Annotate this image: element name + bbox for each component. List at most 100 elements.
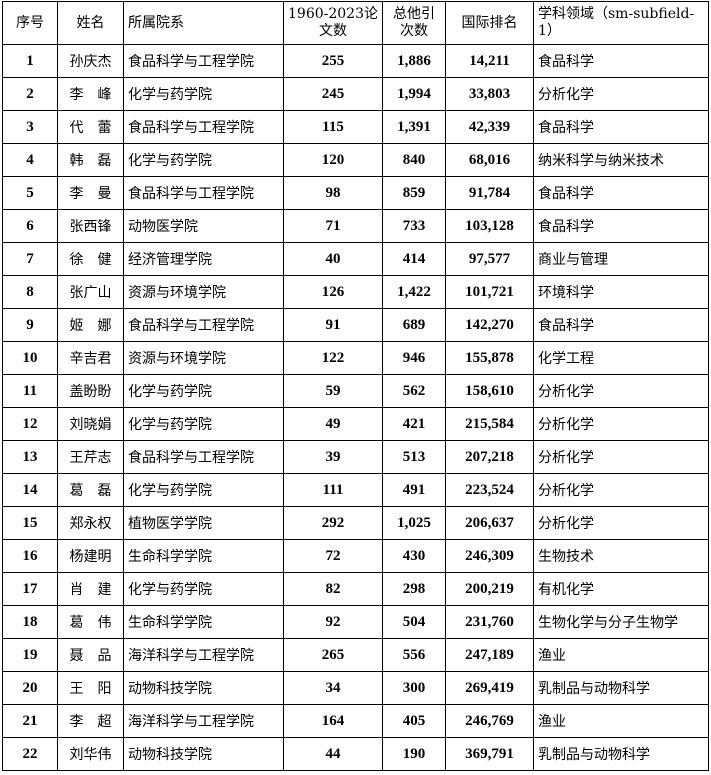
cell-department: 食品科学与工程学院 [123,176,284,210]
cell-index: 7 [2,242,58,276]
cell-index: 1 [2,44,58,78]
cell-papers: 44 [283,737,383,771]
cell-rank: 247,189 [445,638,534,672]
cell-subfield: 分析化学 [533,440,709,474]
cell-rank: 206,637 [445,506,534,540]
cell-rank: 207,218 [445,440,534,474]
cell-citations: 504 [382,605,446,639]
table-row: 12 刘晓娟 化学与药学院 49 421 215,584 分析化学 [2,407,709,441]
header-citations: 总他引次数 [382,1,446,45]
cell-citations: 190 [382,737,446,771]
cell-citations: 430 [382,539,446,573]
cell-name: 韩 磊 [57,143,124,177]
cell-department: 化学与药学院 [123,77,284,111]
cell-citations: 513 [382,440,446,474]
cell-name: 葛 磊 [57,473,124,507]
cell-citations: 1,025 [382,506,446,540]
cell-department: 资源与环境学院 [123,341,284,375]
cell-department: 动物医学院 [123,209,284,243]
cell-subfield: 分析化学 [533,77,709,111]
cell-department: 动物科技学院 [123,671,284,705]
cell-subfield: 纳米科学与纳米技术 [533,143,709,177]
cell-department: 化学与药学院 [123,374,284,408]
cell-subfield: 渔业 [533,704,709,738]
header-papers: 1960-2023论文数 [283,1,383,45]
header-name: 姓名 [57,1,124,45]
table-row: 11 盖盼盼 化学与药学院 59 562 158,610 分析化学 [2,374,709,408]
cell-department: 海洋科学与工程学院 [123,638,284,672]
cell-index: 6 [2,209,58,243]
cell-rank: 246,309 [445,539,534,573]
cell-department: 经济管理学院 [123,242,284,276]
table-row: 15 郑永权 植物医学学院 292 1,025 206,637 分析化学 [2,506,709,540]
cell-name: 李 超 [57,704,124,738]
cell-papers: 126 [283,275,383,309]
cell-name: 王 阳 [57,671,124,705]
table-row: 6 张西锋 动物医学院 71 733 103,128 食品科学 [2,209,709,243]
cell-papers: 49 [283,407,383,441]
cell-rank: 91,784 [445,176,534,210]
cell-name: 聂 品 [57,638,124,672]
cell-subfield: 食品科学 [533,209,709,243]
cell-citations: 840 [382,143,446,177]
cell-index: 20 [2,671,58,705]
cell-index: 10 [2,341,58,375]
table-row: 18 葛 伟生命科学学院 92 504 231,760 生物化学与分子生物学 [2,605,709,639]
cell-rank: 200,219 [445,572,534,606]
cell-rank: 101,721 [445,275,534,309]
cell-papers: 122 [283,341,383,375]
cell-index: 11 [2,374,58,408]
cell-name: 盖盼盼 [57,374,124,408]
cell-subfield: 生物化学与分子生物学 [533,605,709,639]
cell-name: 李 曼 [57,176,124,210]
cell-subfield: 化学工程 [533,341,709,375]
cell-papers: 40 [283,242,383,276]
table-row: 16 杨建明 生命科学学院 72 430 246,309 生物技术 [2,539,709,573]
cell-papers: 59 [283,374,383,408]
cell-index: 8 [2,275,58,309]
cell-name: 辛吉君 [57,341,124,375]
table-row: 8 张广山 资源与环境学院 126 1,422 101,721 环境科学 [2,275,709,309]
cell-citations: 1,994 [382,77,446,111]
cell-department: 食品科学与工程学院 [123,110,284,144]
cell-citations: 689 [382,308,446,342]
cell-index: 15 [2,506,58,540]
table-row: 1 孙庆杰 食品科学与工程学院 255 1,886 14,211 食品科学 [2,44,709,78]
cell-name: 葛 伟 [57,605,124,639]
cell-subfield: 商业与管理 [533,242,709,276]
cell-department: 化学与药学院 [123,407,284,441]
header-rank: 国际排名 [445,1,534,45]
cell-index: 4 [2,143,58,177]
cell-name: 李 峰 [57,77,124,111]
table-row: 21 李 超海洋科学与工程学院 164 405 246,769 渔业 [2,704,709,738]
cell-index: 14 [2,473,58,507]
table-row: 20 王 阳动物科技学院 34 300 269,419 乳制品与动物科学 [2,671,709,705]
cell-name: 代 蕾 [57,110,124,144]
cell-rank: 97,577 [445,242,534,276]
cell-rank: 68,016 [445,143,534,177]
cell-name: 姬 娜 [57,308,124,342]
cell-citations: 298 [382,572,446,606]
cell-index: 5 [2,176,58,210]
cell-index: 19 [2,638,58,672]
cell-citations: 556 [382,638,446,672]
table-row: 19 聂 品海洋科学与工程学院 265 556 247,189 渔业 [2,638,709,672]
cell-name: 肖 建 [57,572,124,606]
table-row: 17 肖 建化学与药学院 82 298 200,219 有机化学 [2,572,709,606]
cell-subfield: 环境科学 [533,275,709,309]
cell-department: 化学与药学院 [123,473,284,507]
cell-subfield: 食品科学 [533,110,709,144]
cell-papers: 34 [283,671,383,705]
cell-citations: 562 [382,374,446,408]
header-subfield: 学科领域（sm-subfield-1） [533,1,709,45]
cell-name: 张广山 [57,275,124,309]
cell-index: 3 [2,110,58,144]
cell-department: 生命科学学院 [123,539,284,573]
cell-papers: 245 [283,77,383,111]
cell-department: 食品科学与工程学院 [123,308,284,342]
cell-rank: 215,584 [445,407,534,441]
cell-citations: 859 [382,176,446,210]
